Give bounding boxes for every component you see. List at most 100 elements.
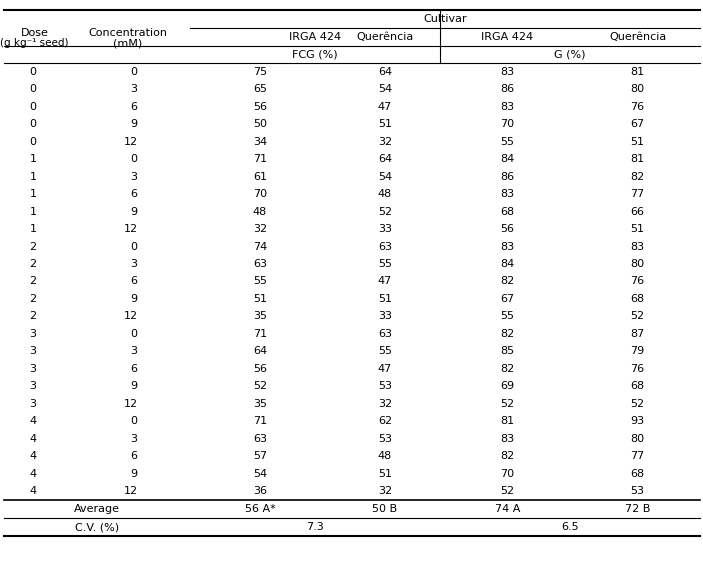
Text: 0: 0 [30, 67, 37, 77]
Text: 63: 63 [253, 434, 267, 444]
Text: 86: 86 [501, 171, 515, 182]
Text: 76: 76 [631, 102, 645, 112]
Text: 83: 83 [501, 189, 515, 199]
Text: 35: 35 [253, 399, 267, 409]
Text: 51: 51 [253, 294, 267, 304]
Text: 75: 75 [253, 67, 267, 77]
Text: 35: 35 [253, 311, 267, 321]
Text: 53: 53 [378, 434, 392, 444]
Text: 0: 0 [30, 136, 37, 147]
Text: 3: 3 [131, 346, 138, 357]
Text: 83: 83 [631, 242, 645, 251]
Text: 55: 55 [253, 277, 267, 286]
Text: 3: 3 [30, 399, 37, 409]
Text: 4: 4 [30, 486, 37, 496]
Text: 67: 67 [631, 119, 645, 129]
Text: 32: 32 [378, 399, 392, 409]
Text: 56: 56 [253, 102, 267, 112]
Text: 0: 0 [131, 67, 138, 77]
Text: 9: 9 [130, 207, 138, 217]
Text: 51: 51 [378, 469, 392, 479]
Text: Querência: Querência [609, 32, 666, 42]
Text: 33: 33 [378, 311, 392, 321]
Text: 61: 61 [253, 171, 267, 182]
Text: 4: 4 [30, 434, 37, 444]
Text: 9: 9 [130, 381, 138, 391]
Text: Dose: Dose [20, 28, 49, 37]
Text: 83: 83 [501, 242, 515, 251]
Text: 6: 6 [131, 277, 138, 286]
Text: IRGA 424: IRGA 424 [289, 32, 341, 42]
Text: 0: 0 [131, 417, 138, 426]
Text: 56 A*: 56 A* [245, 504, 276, 514]
Text: 85: 85 [501, 346, 515, 357]
Text: 54: 54 [378, 84, 392, 94]
Text: 74 A: 74 A [495, 504, 520, 514]
Text: 12: 12 [123, 136, 138, 147]
Text: 0: 0 [30, 102, 37, 112]
Text: 76: 76 [631, 364, 645, 374]
Text: 84: 84 [501, 154, 515, 164]
Text: 47: 47 [378, 277, 392, 286]
Text: 74: 74 [253, 242, 267, 251]
Text: 12: 12 [123, 399, 138, 409]
Text: 34: 34 [253, 136, 267, 147]
Text: 51: 51 [631, 224, 645, 234]
Text: 80: 80 [631, 259, 645, 269]
Text: 55: 55 [378, 259, 392, 269]
Text: 4: 4 [30, 451, 37, 461]
Text: 3: 3 [30, 364, 37, 374]
Text: 52: 52 [501, 486, 515, 496]
Text: 6: 6 [131, 451, 138, 461]
Text: 82: 82 [501, 451, 515, 461]
Text: 68: 68 [501, 207, 515, 217]
Text: 70: 70 [501, 119, 515, 129]
Text: (g kg⁻¹ seed): (g kg⁻¹ seed) [0, 38, 69, 49]
Text: 2: 2 [30, 259, 37, 269]
Text: 2: 2 [30, 294, 37, 304]
Text: Cultivar: Cultivar [423, 14, 467, 24]
Text: 6: 6 [131, 189, 138, 199]
Text: 63: 63 [378, 329, 392, 339]
Text: 52: 52 [631, 311, 645, 321]
Text: C.V. (%): C.V. (%) [75, 522, 119, 532]
Text: 0: 0 [131, 242, 138, 251]
Text: 3: 3 [30, 329, 37, 339]
Text: 4: 4 [30, 417, 37, 426]
Text: 83: 83 [501, 434, 515, 444]
Text: 3: 3 [30, 381, 37, 391]
Text: 79: 79 [631, 346, 645, 357]
Text: 6: 6 [131, 102, 138, 112]
Text: 32: 32 [378, 136, 392, 147]
Text: 9: 9 [130, 119, 138, 129]
Text: 54: 54 [253, 469, 267, 479]
Text: 77: 77 [631, 451, 645, 461]
Text: 12: 12 [123, 224, 138, 234]
Text: FCG (%): FCG (%) [292, 49, 338, 59]
Text: Average: Average [74, 504, 120, 514]
Text: 81: 81 [631, 154, 645, 164]
Text: 81: 81 [631, 67, 645, 77]
Text: 77: 77 [631, 189, 645, 199]
Text: 53: 53 [631, 486, 645, 496]
Text: 55: 55 [501, 136, 515, 147]
Text: G (%): G (%) [554, 49, 586, 59]
Text: (mM): (mM) [113, 38, 142, 49]
Text: 57: 57 [253, 451, 267, 461]
Text: 64: 64 [378, 154, 392, 164]
Text: 3: 3 [131, 171, 138, 182]
Text: 84: 84 [501, 259, 515, 269]
Text: 87: 87 [631, 329, 645, 339]
Text: 72 B: 72 B [625, 504, 650, 514]
Text: 33: 33 [378, 224, 392, 234]
Text: 12: 12 [123, 486, 138, 496]
Text: 64: 64 [253, 346, 267, 357]
Text: 67: 67 [501, 294, 515, 304]
Text: 7.3: 7.3 [306, 522, 324, 532]
Text: 9: 9 [130, 469, 138, 479]
Text: 80: 80 [631, 84, 645, 94]
Text: 50: 50 [253, 119, 267, 129]
Text: 3: 3 [131, 434, 138, 444]
Text: 1: 1 [30, 154, 37, 164]
Text: 0: 0 [131, 154, 138, 164]
